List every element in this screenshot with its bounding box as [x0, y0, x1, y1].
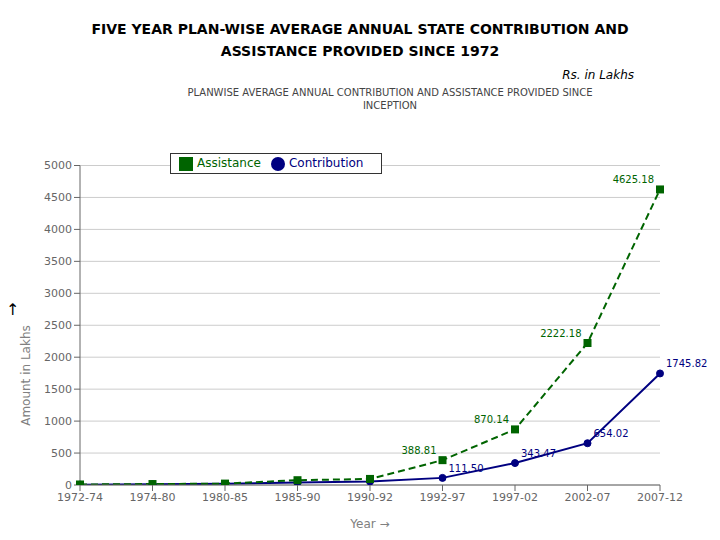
html-text:Contribution: Contribution — [289, 156, 364, 170]
svg-text:500: 500 — [51, 447, 72, 460]
svg-text:1985-90: 1985-90 — [275, 491, 321, 504]
html-text:FIVE YEAR PLAN-WISE AVERAGE AN: FIVE YEAR PLAN-WISE AVERAGE ANNUAL STATE… — [91, 21, 629, 37]
svg-text:2500: 2500 — [44, 319, 72, 332]
svg-text:4625.18: 4625.18 — [613, 174, 654, 185]
html-text:PLANWISE AVERAGE ANNUAL CONTRI: PLANWISE AVERAGE ANNUAL CONTRIBUTION AND… — [187, 87, 593, 98]
svg-text:654.02: 654.02 — [594, 428, 629, 439]
svg-text:2007-12: 2007-12 — [637, 491, 683, 504]
svg-text:1972-74: 1972-74 — [57, 491, 103, 504]
html-text:Assistance: Assistance — [197, 156, 261, 170]
svg-text:Year →: Year → — [349, 517, 389, 531]
svg-text:3000: 3000 — [44, 287, 72, 300]
svg-text:1974-80: 1974-80 — [130, 491, 176, 504]
html-text:Rs. in Lakhs: Rs. in Lakhs — [562, 68, 634, 82]
svg-text:Amount in Lakhs: Amount in Lakhs — [19, 325, 33, 426]
svg-text:2000: 2000 — [44, 351, 72, 364]
html-text:INCEPTION: INCEPTION — [362, 100, 418, 111]
svg-text:4500: 4500 — [44, 191, 72, 204]
svg-text:343.47: 343.47 — [521, 448, 556, 459]
html-text:ASSISTANCE PROVIDED SINCE 1972: ASSISTANCE PROVIDED SINCE 1972 — [220, 43, 500, 59]
svg-text:1745.82: 1745.82 — [666, 358, 707, 369]
svg-text:1997-02: 1997-02 — [492, 491, 538, 504]
svg-text:111.50: 111.50 — [449, 463, 484, 474]
svg-text:388.81: 388.81 — [402, 445, 437, 456]
svg-text:3500: 3500 — [44, 255, 72, 268]
svg-text:870.14: 870.14 — [474, 414, 509, 425]
svg-text:4000: 4000 — [44, 223, 72, 236]
svg-text:2002-07: 2002-07 — [565, 491, 611, 504]
svg-text:0: 0 — [65, 479, 72, 492]
svg-text:1980-85: 1980-85 — [202, 491, 248, 504]
svg-text:2222.18: 2222.18 — [540, 328, 581, 339]
svg-text:1990-92: 1990-92 — [347, 491, 393, 504]
svg-text:1992-97: 1992-97 — [420, 491, 466, 504]
svg-text:5000: 5000 — [44, 159, 72, 172]
svg-text:1500: 1500 — [44, 383, 72, 396]
svg-text:1000: 1000 — [44, 415, 72, 428]
